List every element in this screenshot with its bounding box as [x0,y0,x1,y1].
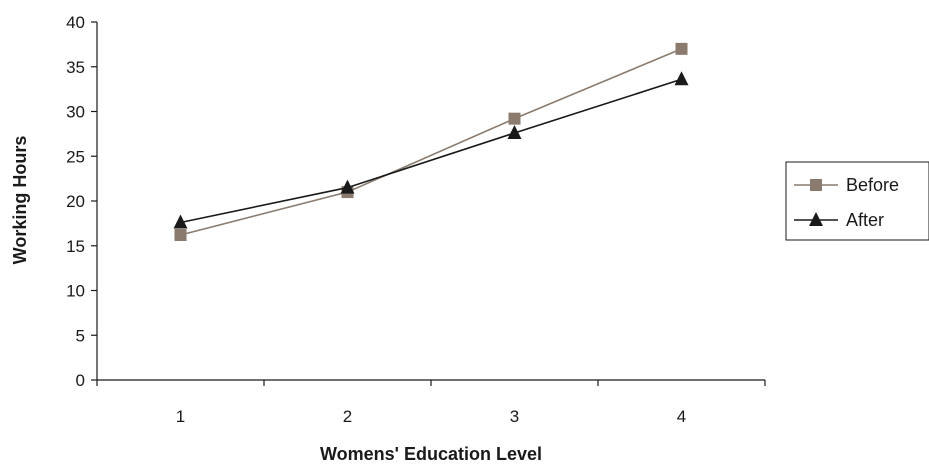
y-tick-label: 30 [66,103,85,122]
axes [96,22,765,381]
x-tick-label: 1 [176,407,185,426]
series-layer [173,42,689,242]
x-axis-ticks: 1 2 3 4 [96,380,766,426]
y-tick-label: 35 [66,58,85,77]
y-axis-title: Working Hours [10,136,30,265]
legend: Before After [785,161,929,241]
y-tick-label: 25 [66,147,85,166]
y-tick-label: 40 [66,13,85,32]
series-line-before [180,48,682,236]
y-tick-label: 10 [66,282,85,301]
y-tick-label: 20 [66,192,85,211]
y-axis-ticks: 0 5 10 15 20 25 30 35 40 [66,13,97,390]
data-point-after [507,124,522,139]
legend-marker-before [810,179,822,191]
y-tick-label: 5 [76,326,85,345]
y-tick-label: 15 [66,237,85,256]
legend-box [785,161,929,241]
data-point-after [340,179,355,194]
data-point-before [675,42,688,55]
x-tick-label: 2 [343,407,352,426]
legend-label-before: Before [846,175,899,195]
legend-label-after: After [846,210,884,230]
y-tick-label: 0 [76,371,85,390]
x-axis-title: Womens' Education Level [320,444,542,464]
data-point-after [173,214,188,229]
data-point-before [508,112,521,125]
x-tick-label: 4 [677,407,686,426]
x-tick-label: 3 [510,407,519,426]
legend-marker-after [809,212,823,226]
series-line-after [180,78,682,224]
data-point-before [174,229,187,242]
data-point-after [674,71,689,86]
